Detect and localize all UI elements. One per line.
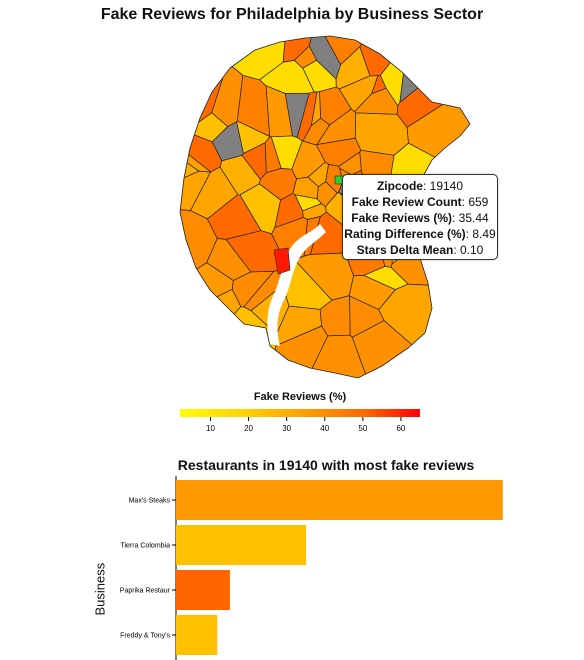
bar[interactable] xyxy=(176,480,503,520)
legend-tick-label: 30 xyxy=(282,424,291,433)
zipcode-region[interactable] xyxy=(274,193,304,229)
category-label: Tierra Colombia xyxy=(120,543,170,550)
tooltip-row-percent: Fake Reviews (%): 35.44 xyxy=(351,211,489,225)
tooltip-row-zipcode: Zipcode: 19140 xyxy=(376,179,464,193)
choropleth-map[interactable] xyxy=(170,28,490,388)
legend-tick-label: 20 xyxy=(244,424,253,433)
zipcode-region[interactable] xyxy=(316,181,338,207)
zipcode-tooltip: Zipcode: 19140 Fake Review Count: 659 Fa… xyxy=(342,174,498,260)
category-label: Paprika Restaur xyxy=(120,588,171,595)
category-label: Freddy & Tony's xyxy=(120,633,170,640)
tooltip-row-rating-diff: Rating Difference (%): 8.49 xyxy=(344,227,496,241)
y-axis-label: Business xyxy=(92,562,108,616)
zipcode-region[interactable] xyxy=(363,266,409,290)
zipcode-region[interactable] xyxy=(273,247,291,275)
bar-chart: Max's Steaks Tierra Colombia Paprika Resta… xyxy=(120,476,503,660)
bar[interactable] xyxy=(176,615,218,655)
city-outline xyxy=(179,35,471,379)
zipcode-region[interactable] xyxy=(349,295,385,338)
legend-title: Fake Reviews (%) xyxy=(253,391,347,403)
zipcode-region[interactable] xyxy=(211,121,244,162)
color-legend: 10 20 30 40 50 60 xyxy=(180,409,420,433)
zipcode-region[interactable] xyxy=(265,85,293,138)
legend-tick-label: 40 xyxy=(320,424,329,433)
bar[interactable] xyxy=(176,570,230,610)
zipcode-region[interactable] xyxy=(316,108,356,145)
river xyxy=(267,224,326,346)
category-labels: Max's Steaks Tierra Colombia Paprika Resta… xyxy=(120,498,176,640)
category-label: Max's Steaks xyxy=(129,498,171,505)
bar-chart-title: Restaurants in 19140 with most fake revi… xyxy=(177,457,475,473)
tooltip-row-count: Fake Review Count: 659 xyxy=(351,195,489,209)
zipcode-region[interactable] xyxy=(241,142,267,180)
legend-tick-label: 10 xyxy=(206,424,215,433)
legend-tick-label: 60 xyxy=(396,424,405,433)
map-title: Fake Reviews for Philadelphia by Busines… xyxy=(100,6,484,23)
tooltip-row-stars-delta: Stars Delta Mean: 0.10 xyxy=(356,243,484,257)
legend-tick-label: 50 xyxy=(358,424,367,433)
legend-ticks: 10 20 30 40 50 60 xyxy=(206,417,406,433)
legend-gradient-bar xyxy=(180,409,420,417)
bars xyxy=(176,480,503,655)
zipcode-region[interactable] xyxy=(338,151,362,176)
zipcode-region[interactable] xyxy=(170,288,242,385)
bar[interactable] xyxy=(176,525,307,565)
